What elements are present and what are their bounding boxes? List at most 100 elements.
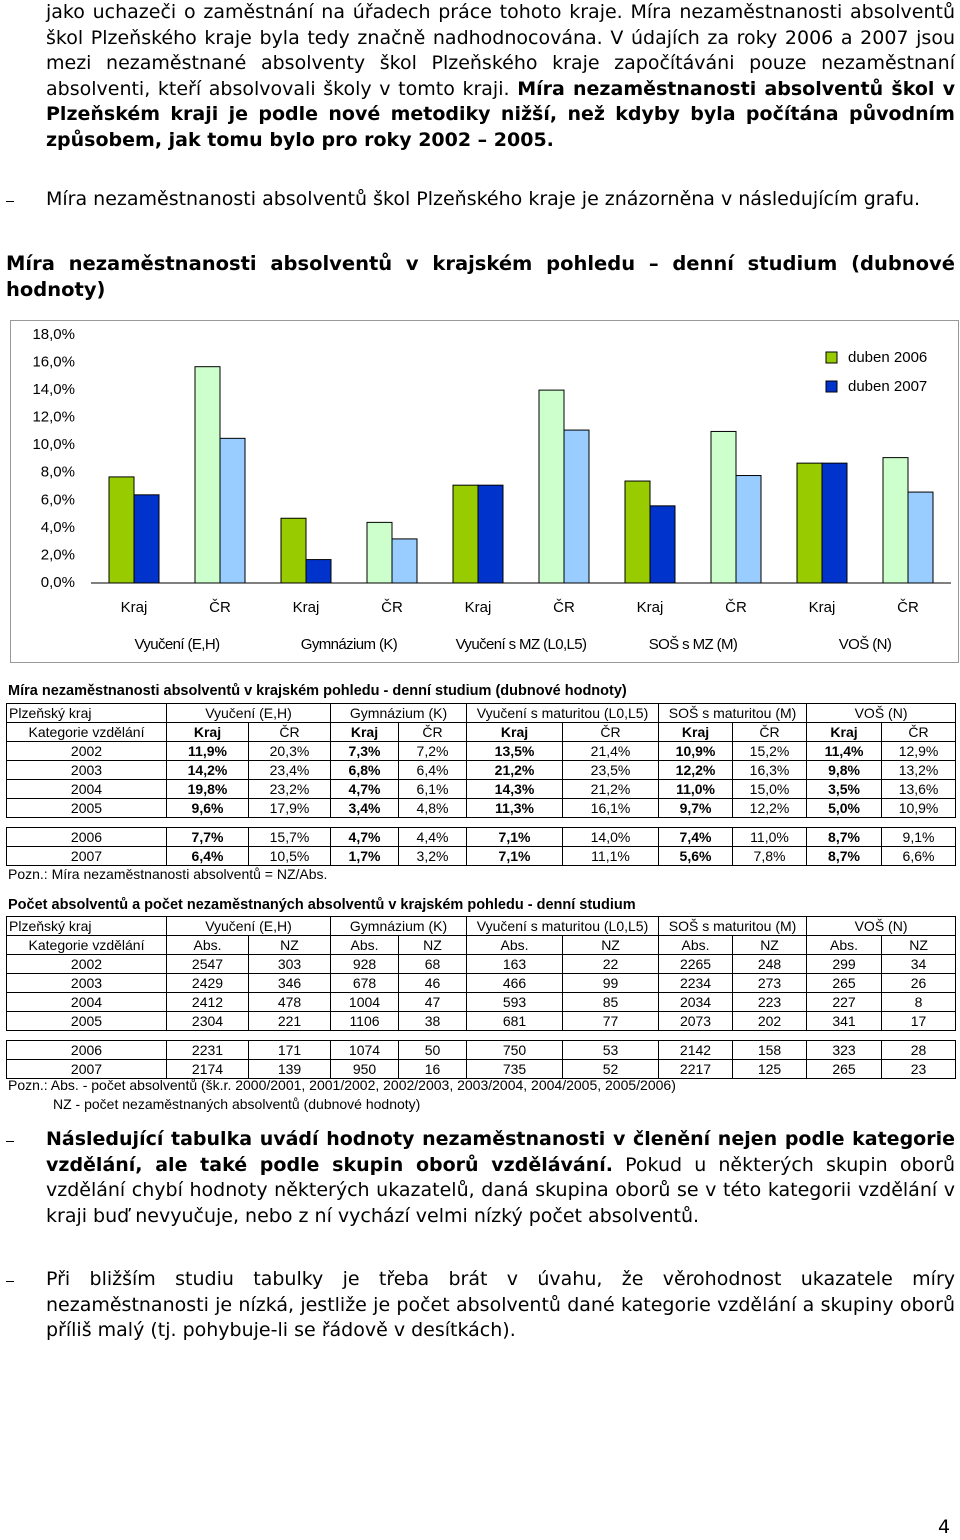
table-cell: 2234 <box>658 973 734 993</box>
bullet-bold: Následující tabulka uvádí hodnoty nezamě… <box>46 1128 955 1176</box>
table-cell: 2006 <box>6 827 167 847</box>
table-cell: 2004 <box>6 992 167 1012</box>
table-cell: 14,2% <box>166 760 249 780</box>
table-cell: 11,9% <box>166 741 249 761</box>
header-cell: Gymnázium (K) <box>329 916 468 936</box>
group-label: Vyučení (E,H) <box>134 636 220 653</box>
table-cell: 248 <box>732 954 808 974</box>
table-cell: 202 <box>732 1011 808 1031</box>
table-cell: 3,2% <box>398 846 467 866</box>
bar <box>907 491 934 584</box>
table-cell: 38 <box>397 1011 468 1031</box>
x-tick-label: Kraj <box>465 599 492 616</box>
legend-label: duben 2006 <box>848 349 927 366</box>
data-table: Plzeňský kraj Vyučení (E,H) Gymnázium (K) V… <box>6 916 957 1031</box>
data-row: 2004 19,8% 23,2% 4,7% 6,1% 14,3% 21,2% 11,0% 15,… <box>6 779 957 799</box>
table-cell: 8 <box>881 992 957 1012</box>
x-tick-label: Kraj <box>637 599 664 616</box>
bar <box>735 475 762 584</box>
bar <box>563 429 590 584</box>
header-cell: Vyučení s maturitou (L0,L5) <box>466 916 660 936</box>
header-cell: Kraj <box>658 722 734 742</box>
header-cell: Kategorie vzdělání <box>6 935 167 955</box>
table-cell: 2005 <box>6 1011 167 1031</box>
x-tick-label: Kraj <box>809 599 836 616</box>
y-tick-label: 4,0% <box>41 519 75 536</box>
bullet-text: Při bližším studiu tabulky je třeba brát… <box>46 1268 955 1342</box>
bar <box>133 494 160 584</box>
table-cell: 6,4% <box>166 846 249 866</box>
bar <box>391 538 418 584</box>
bar <box>108 476 135 584</box>
header-cell: Kategorie vzdělání <box>6 722 167 742</box>
table-cell: 1106 <box>330 1011 399 1031</box>
table-cell: 2412 <box>166 992 249 1012</box>
bullet-text: Následující tabulka uvádí hodnoty nezamě… <box>46 1127 955 1229</box>
y-tick-label: 10,0% <box>32 436 75 453</box>
header-cell: Kraj <box>166 722 249 742</box>
data-row: 2005 2304 221 1106 38 681 77 2073 202 341 17 <box>6 1011 957 1031</box>
table-cell: 6,6% <box>881 846 956 866</box>
intro-bold: Míra nezaměstnanosti absolventů škol v P… <box>46 77 955 151</box>
bar <box>796 462 823 584</box>
table-cell: 2265 <box>658 954 734 974</box>
y-tick-label: 18,0% <box>32 326 75 343</box>
table-cell: 2005 <box>6 798 167 818</box>
group-label: Vyučení s MZ (L0,L5) <box>456 636 587 653</box>
table-cell: 2217 <box>658 1059 733 1079</box>
table-cell: 466 <box>466 973 564 993</box>
legend-swatch <box>825 380 838 393</box>
bullet-dash <box>6 1141 14 1142</box>
table-cell: 2547 <box>166 954 249 974</box>
header-cell: Kraj <box>330 722 399 742</box>
table-cell: 23 <box>881 1059 956 1079</box>
table-cell: 9,8% <box>806 760 883 780</box>
header-row: Kategorie vzdělání Abs. NZ Abs. NZ Abs. NZ Abs.… <box>6 935 957 955</box>
bar <box>452 484 479 584</box>
table-cell: 2174 <box>166 1059 249 1079</box>
header-cell: VOŠ (N) <box>806 703 957 723</box>
table-cell: 21,2% <box>562 779 660 799</box>
table-note: Pozn.: Míra nezaměstnanosti absolventů =… <box>8 866 328 882</box>
header-cell: Vyučení (E,H) <box>166 703 331 723</box>
table-cell: 681 <box>466 1011 564 1031</box>
table-cell: 21,2% <box>466 760 564 780</box>
table-cell: 53 <box>562 1040 659 1060</box>
table-cell: 23,5% <box>562 760 660 780</box>
table-cell: 10,9% <box>881 798 957 818</box>
data-row: 2006 7,7% 15,7% 4,7% 4,4% 7,1% 14,0% 7,4% 11,0% 8… <box>6 827 956 847</box>
table-cell: 223 <box>732 992 808 1012</box>
header-row: Plzeňský kraj Vyučení (E,H) Gymnázium (K) V… <box>6 916 957 936</box>
table-cell: 5,6% <box>658 846 733 866</box>
header-cell: NZ <box>562 935 660 955</box>
table-cell: 323 <box>806 1040 882 1060</box>
table-cell: 22 <box>562 954 660 974</box>
table-cell: 7,1% <box>466 827 563 847</box>
table-cell: 50 <box>398 1040 467 1060</box>
header-cell: Abs. <box>806 935 883 955</box>
table-cell: 13,5% <box>466 741 564 761</box>
header-cell: NZ <box>248 935 331 955</box>
table-cell: 7,7% <box>166 827 249 847</box>
table-cell: 2007 <box>6 846 167 866</box>
table-note: NZ - počet nezaměstnaných absolventů (du… <box>53 1096 421 1112</box>
header-row: Plzeňský kraj Vyučení (E,H) Gymnázium (K) V… <box>6 703 957 723</box>
table-title: Počet absolventů a počet nezaměstnaných … <box>8 897 636 913</box>
table-cell: 2429 <box>166 973 249 993</box>
table-cell: 34 <box>881 954 957 974</box>
data-table: 2006 2231 171 1074 50 750 53 2142 158 323 28 2007 21… <box>6 1040 956 1079</box>
table-cell: 8,7% <box>806 846 882 866</box>
table-cell: 158 <box>732 1040 807 1060</box>
header-row: Kategorie vzdělání Kraj ČR Kraj ČR Kraj ČR Kraj… <box>6 722 957 742</box>
table-cell: 2304 <box>166 1011 249 1031</box>
table-cell: 678 <box>330 973 399 993</box>
x-tick-label: ČR <box>553 599 575 616</box>
table-cell: 10,9% <box>658 741 734 761</box>
table-cell: 14,0% <box>562 827 659 847</box>
data-row: 2006 2231 171 1074 50 750 53 2142 158 323 28 <box>6 1040 956 1060</box>
bar <box>194 366 221 584</box>
data-row: 2003 2429 346 678 46 466 99 2234 273 265 26 <box>6 973 957 993</box>
data-row: 2004 2412 478 1004 47 593 85 2034 223 227 8 <box>6 992 957 1012</box>
table-cell: 23,4% <box>248 760 331 780</box>
table-cell: 4,4% <box>398 827 467 847</box>
